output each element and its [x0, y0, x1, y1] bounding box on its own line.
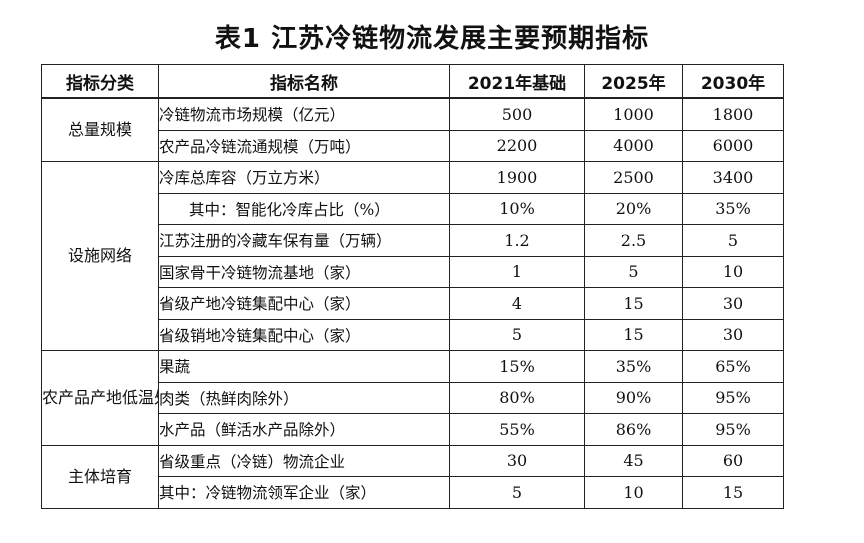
value-2025: 15 [584, 287, 683, 320]
category-scale: 总量规模 [41, 97, 159, 162]
value-2030: 10 [682, 255, 784, 288]
value-2030: 30 [682, 318, 784, 351]
indicator-name: 省级重点（冷链）物流企业 [158, 444, 450, 477]
table-row: 设施网络 冷库总库容（万立方米） 1900 2500 3400 [41, 161, 784, 351]
value-2025: 2500 [584, 161, 683, 194]
header-2021: 2021年基础 [449, 64, 585, 99]
value-2025: 4000 [584, 129, 683, 162]
value-2025: 20% [584, 192, 683, 225]
table-row: 其中：智能化冷库占比（%） 10% 20% 35% [42, 192, 784, 225]
value-2021: 500 [449, 97, 585, 131]
category-processing: 农产品产地低温处理率 [41, 350, 159, 446]
indicators-table: 指标分类 指标名称 2021年基础 2025年 2030年 总量规模 冷链物流市… [41, 64, 784, 509]
indicator-name: 其中：智能化冷库占比（%） [158, 192, 450, 225]
value-2025: 15 [584, 318, 683, 351]
table-header-row: 指标分类 指标名称 2021年基础 2025年 2030年 [41, 64, 784, 99]
header-category: 指标分类 [41, 64, 159, 99]
value-2030: 15 [682, 476, 784, 509]
value-2030: 1800 [682, 97, 784, 131]
value-2021: 5 [449, 318, 585, 351]
value-2030: 30 [682, 287, 784, 320]
value-2021: 10% [449, 192, 585, 225]
value-2025: 1000 [584, 97, 683, 131]
table-row: 主体培育 省级重点（冷链）物流企业 30 45 60 [41, 444, 784, 509]
indicator-name: 农产品冷链流通规模（万吨） [158, 129, 450, 162]
value-2030: 6000 [682, 129, 784, 162]
table-row: 国家骨干冷链物流基地（家） 1 5 10 [42, 255, 784, 288]
indicator-name: 冷库总库容（万立方米） [158, 161, 450, 194]
header-2030: 2030年 [682, 64, 784, 99]
indicator-name: 省级产地冷链集配中心（家） [158, 287, 450, 320]
value-2030: 60 [682, 444, 784, 477]
value-2025: 10 [584, 476, 683, 509]
indicator-name: 肉类（热鲜肉除外） [158, 381, 450, 414]
value-2025: 5 [584, 255, 683, 288]
value-2030: 95% [682, 413, 784, 446]
indicator-name: 水产品（鲜活水产品除外） [158, 413, 450, 446]
value-2025: 35% [584, 350, 683, 383]
value-2021: 80% [449, 381, 585, 414]
indicator-name: 果蔬 [158, 350, 450, 383]
category-network: 设施网络 [41, 161, 159, 351]
table-row: 农产品产地低温处理率 果蔬 15% 35% 65% [41, 350, 784, 446]
header-2025: 2025年 [584, 64, 683, 99]
value-2021: 30 [449, 444, 585, 477]
value-2030: 65% [682, 350, 784, 383]
table-row: 肉类（热鲜肉除外） 80% 90% 95% [42, 381, 784, 414]
table-row: 总量规模 冷链物流市场规模（亿元） 500 1000 1800 [41, 97, 784, 162]
value-2025: 2.5 [584, 224, 683, 257]
value-2021: 55% [449, 413, 585, 446]
value-2021: 1900 [449, 161, 585, 194]
indicator-name: 其中：冷链物流领军企业（家） [158, 476, 450, 509]
value-2030: 35% [682, 192, 784, 225]
table-row: 其中：冷链物流领军企业（家） 5 10 15 [42, 476, 784, 509]
indicator-name: 冷链物流市场规模（亿元） [158, 97, 450, 131]
value-2021: 5 [449, 476, 585, 509]
indicator-name: 国家骨干冷链物流基地（家） [158, 255, 450, 288]
table-row: 江苏注册的冷藏车保有量（万辆） 1.2 2.5 5 [42, 224, 784, 257]
value-2025: 45 [584, 444, 683, 477]
table-row: 省级销地冷链集配中心（家） 5 15 30 [42, 318, 784, 351]
table-row: 省级产地冷链集配中心（家） 4 15 30 [42, 287, 784, 320]
table-row: 水产品（鲜活水产品除外） 55% 86% 95% [42, 413, 784, 446]
table-title: 表1 江苏冷链物流发展主要预期指标 [214, 24, 650, 54]
table-row: 农产品冷链流通规模（万吨） 2200 4000 6000 [42, 129, 784, 162]
value-2021: 1 [449, 255, 585, 288]
value-2021: 4 [449, 287, 585, 320]
indicator-name: 省级销地冷链集配中心（家） [158, 318, 450, 351]
value-2025: 86% [584, 413, 683, 446]
value-2021: 2200 [449, 129, 585, 162]
indicator-name: 江苏注册的冷藏车保有量（万辆） [158, 224, 450, 257]
category-entity: 主体培育 [41, 444, 159, 509]
value-2030: 5 [682, 224, 784, 257]
value-2030: 95% [682, 381, 784, 414]
value-2021: 1.2 [449, 224, 585, 257]
value-2025: 90% [584, 381, 683, 414]
header-name: 指标名称 [158, 64, 450, 99]
value-2030: 3400 [682, 161, 784, 194]
value-2021: 15% [449, 350, 585, 383]
